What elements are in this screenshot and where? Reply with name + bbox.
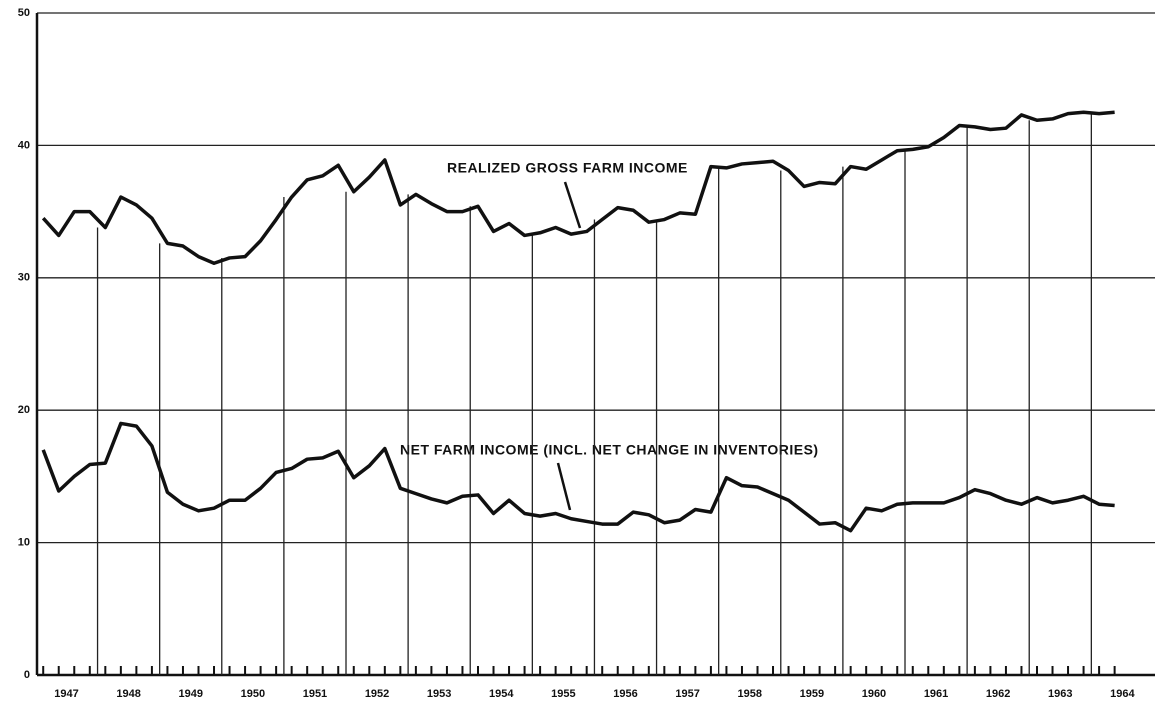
x-tick-label: 1950 <box>241 688 265 700</box>
series-line <box>41 421 1115 533</box>
x-tick-label: 1953 <box>427 688 451 700</box>
x-tick-label: 1952 <box>365 688 389 700</box>
x-tick-label: 1959 <box>800 688 824 700</box>
y-tick-label: 40 <box>18 139 30 151</box>
series-line <box>41 110 1115 265</box>
gross-arrow <box>563 181 582 229</box>
x-tick-label: 1963 <box>1048 688 1072 700</box>
y-tick-label: 50 <box>18 7 30 19</box>
y-tick-label: 10 <box>18 537 30 549</box>
x-tick-label: 1964 <box>1110 688 1135 700</box>
x-tick-label: 1947 <box>54 688 78 700</box>
x-tick-label: 1962 <box>986 688 1010 700</box>
net-arrow <box>556 462 572 511</box>
x-tick-label: 1954 <box>489 688 514 700</box>
y-tick-label: 30 <box>18 272 30 284</box>
y-tick-label: 0 <box>24 669 30 681</box>
x-tick-label: 1948 <box>116 688 140 700</box>
x-tick-label: 1956 <box>613 688 637 700</box>
gross-annotation: REALIZED GROSS FARM INCOME <box>447 160 688 176</box>
x-tick-label: 1957 <box>675 688 699 700</box>
x-tick-label: 1949 <box>178 688 202 700</box>
net-annotation: NET FARM INCOME (INCL. NET CHANGE IN INV… <box>400 442 819 458</box>
x-tick-label: 1960 <box>862 688 886 700</box>
x-tick-label: 1951 <box>303 688 327 700</box>
x-tick-label: 1958 <box>737 688 761 700</box>
x-tick-label: 1961 <box>924 688 948 700</box>
x-tick-label: 1955 <box>551 688 575 700</box>
y-tick-label: 20 <box>18 404 30 416</box>
